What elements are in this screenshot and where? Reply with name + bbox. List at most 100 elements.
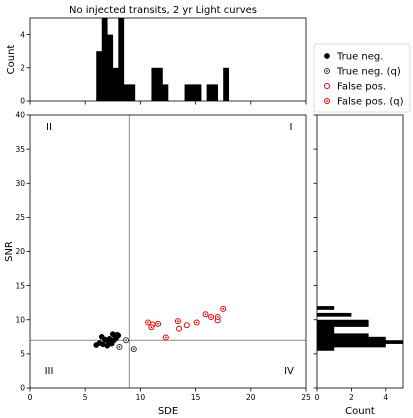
legend-label-4: False pos. (q) [337,97,404,108]
legend-marker-4 [324,98,330,104]
scatter-y-tick-label: 0 [20,384,25,393]
right-histogram-bar [317,347,335,351]
legend-label-1: True neg. [336,52,383,63]
legend-marker-3 [324,83,330,89]
scatter-y-tick-label: 30 [15,179,25,188]
scatter-point-series-4-center [157,322,159,325]
scatter-point-series-2-center [132,348,135,350]
legend-label-2: True neg. (q) [336,67,401,78]
top-histogram-frame [29,17,307,102]
scatter-point-series-2-center [118,346,121,348]
scatter-point-series-4 [162,334,169,341]
scatter-x-tick-label: 20 [246,393,256,402]
top-histogram-bar [190,84,196,101]
scatter-point-series-4 [220,305,227,312]
scatter-y-tick-label: 40 [15,111,25,120]
right-histogram-bar [317,312,352,317]
scatter-point-series-3 [183,322,190,329]
scatter-y-tick-label: 35 [15,145,25,154]
scatter-point-series-4-center [210,316,212,318]
legend-label-3: False pos. [337,82,386,93]
quadrant-label-i: I [290,122,293,133]
scatter-point-series-3-ring [183,322,190,329]
scatter-point-series-1-dot [115,332,122,339]
right-histogram-bar [317,319,369,324]
scatter-point-series-4 [155,320,162,327]
scatter-point-series-4 [145,319,152,326]
quadrant-label-ii: II [46,122,52,133]
scatter-point-series-3 [176,325,183,332]
scatter-y-tick-label: 10 [15,315,25,324]
legend-marker-2 [324,68,330,74]
scatter-point-series-4 [174,318,181,325]
scatter-y-tick-label: 20 [15,247,25,256]
right-histogram-bar [317,340,403,344]
right-histogram-bar [317,306,335,310]
right-histogram-x-axis-label: Count [345,406,375,417]
top-histogram-bar [101,18,108,101]
right-histogram-bar [317,336,386,341]
scatter-y-tick-label: 25 [15,213,25,222]
scatter-point-series-4-center [195,321,198,324]
scatter-point-series-2 [130,346,137,353]
top-histogram-y-tick-label: 0 [20,97,25,106]
scatter-y-axis-label: SNR [4,241,15,262]
scatter-point-series-2 [123,337,130,344]
scatter-point-series-4-center [164,336,167,339]
scatter-point-series-1 [115,332,122,339]
right-histogram-x-tick-label: 0 [315,393,320,402]
quadrant-label-iv: IV [284,366,294,377]
top-histogram-bar [223,67,230,101]
top-histogram-bar [151,67,158,101]
top-histogram-bar [212,84,218,101]
scatter-point-series-4-center [150,326,153,329]
top-histogram-bar [195,84,202,101]
top-histogram-bar [123,84,130,101]
scatter-point-series-4-center [204,313,207,316]
right-histogram-bar [317,343,386,348]
chart-title: No injected transits, 2 yr Light curves [69,5,257,16]
scatter-point-series-4 [202,311,209,318]
top-histogram-bar [118,18,125,101]
right-histogram: 0 2 4 Count [313,114,404,417]
right-histogram-bar [317,333,369,338]
right-histogram-bar [317,329,335,334]
scatter-x-tick-label: 15 [191,393,201,402]
scatter-point-series-4-center [177,320,179,323]
legend-box [313,43,411,113]
scatter-y-tick-label: 5 [20,350,25,359]
legend-marker-1 [324,53,330,59]
scatter-point-series-4-center [222,307,225,310]
scatter-x-axis-label: SDE [158,406,178,417]
top-histogram-bar [162,84,169,101]
top-histogram-bar [107,34,114,101]
scatter-point-series-4 [193,319,200,326]
right-histogram-bar [317,323,369,327]
top-histogram-bar [129,84,136,101]
legend-marker-2-center [326,70,328,72]
top-histogram-y-tick-label: 4 [20,30,25,39]
top-histogram-bar [96,51,103,101]
top-histogram-bar [206,84,213,101]
top-histogram-bar [156,67,163,101]
legend-marker-4-center [326,100,328,102]
legend-marker-1-dot [324,53,330,59]
top-histogram-y-axis-label: Count [6,45,17,75]
top-histogram-y-tick-label: 2 [20,64,25,73]
top-histogram-bar [184,84,191,101]
quadrant-label-iii: III [45,366,54,377]
scatter-x-tick-label: 0 [28,393,33,402]
right-histogram-x-tick-label: 4 [383,393,388,402]
scatter-x-tick-label: 5 [83,393,88,402]
scatter-point-series-4 [214,314,221,321]
scatter-x-tick-label: 10 [136,393,146,402]
scatter-x-tick-label: 25 [301,393,311,402]
legend: True neg. True neg. (q) False pos. False po… [313,43,411,113]
scatter-frame [29,114,307,389]
scatter-point-series-2 [116,344,123,351]
legend-marker-3-ring [324,83,330,89]
scatter-point-series-2-center [125,339,127,342]
scatter-point-series-4 [148,324,155,331]
